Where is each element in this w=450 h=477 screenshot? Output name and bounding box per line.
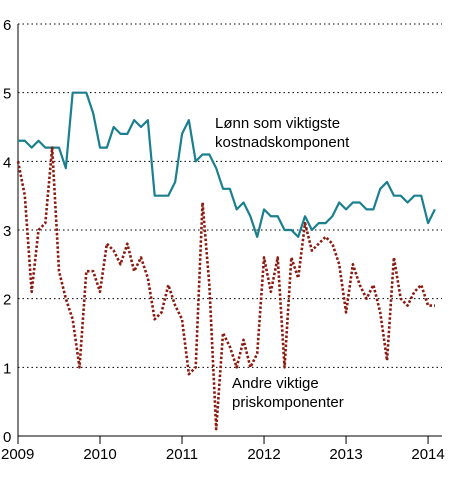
annotation-series-2-line-2: priskomponenter xyxy=(232,394,344,411)
x-tick-label-2014: 2014 xyxy=(411,446,444,463)
series-line-2 xyxy=(16,146,435,431)
y-tick-label-6: 6 xyxy=(3,17,11,34)
x-tick-label-2013: 2013 xyxy=(329,446,362,463)
annotation-series-1-line-1: Lønn som viktigste xyxy=(215,115,340,132)
x-tick-labels: 2009 2010 2011 2012 2013 2014 xyxy=(1,446,445,463)
y-tick-label-1: 1 xyxy=(3,360,11,377)
x-tick-label-2010: 2010 xyxy=(83,446,116,463)
y-tick-label-2: 2 xyxy=(3,292,11,309)
x-tick-label-2012: 2012 xyxy=(247,446,280,463)
series-layer xyxy=(16,91,436,431)
x-tick-label-2011: 2011 xyxy=(166,446,198,463)
y-tick-label-5: 5 xyxy=(3,86,11,103)
axes xyxy=(17,24,442,437)
y-tick-label-0: 0 xyxy=(3,429,11,446)
y-tick-labels: 0 1 2 3 4 5 6 xyxy=(3,17,11,446)
x-tick-label-2009: 2009 xyxy=(1,446,34,463)
y-tick-label-3: 3 xyxy=(3,223,11,240)
annotation-series-1-line-2: kostnadskomponent xyxy=(215,134,350,151)
x-ticks xyxy=(17,436,429,444)
annotation-series-2-line-1: Andre viktige xyxy=(232,375,319,392)
grid xyxy=(18,23,442,368)
y-tick-label-4: 4 xyxy=(3,154,11,171)
series-line-1 xyxy=(18,91,436,238)
